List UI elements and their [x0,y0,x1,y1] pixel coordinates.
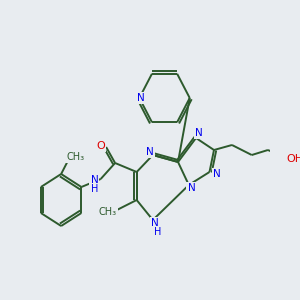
Text: CH₃: CH₃ [99,207,117,217]
Text: O: O [96,141,105,151]
Text: H: H [154,227,161,237]
Text: H: H [91,184,98,194]
Text: N: N [91,175,98,185]
Text: OH: OH [286,154,300,164]
Text: N: N [137,93,145,103]
Text: N: N [146,147,154,157]
Text: N: N [213,169,220,179]
Text: N: N [188,183,195,193]
Text: CH₃: CH₃ [67,152,85,162]
Text: N: N [195,128,203,138]
Text: N: N [151,218,158,228]
